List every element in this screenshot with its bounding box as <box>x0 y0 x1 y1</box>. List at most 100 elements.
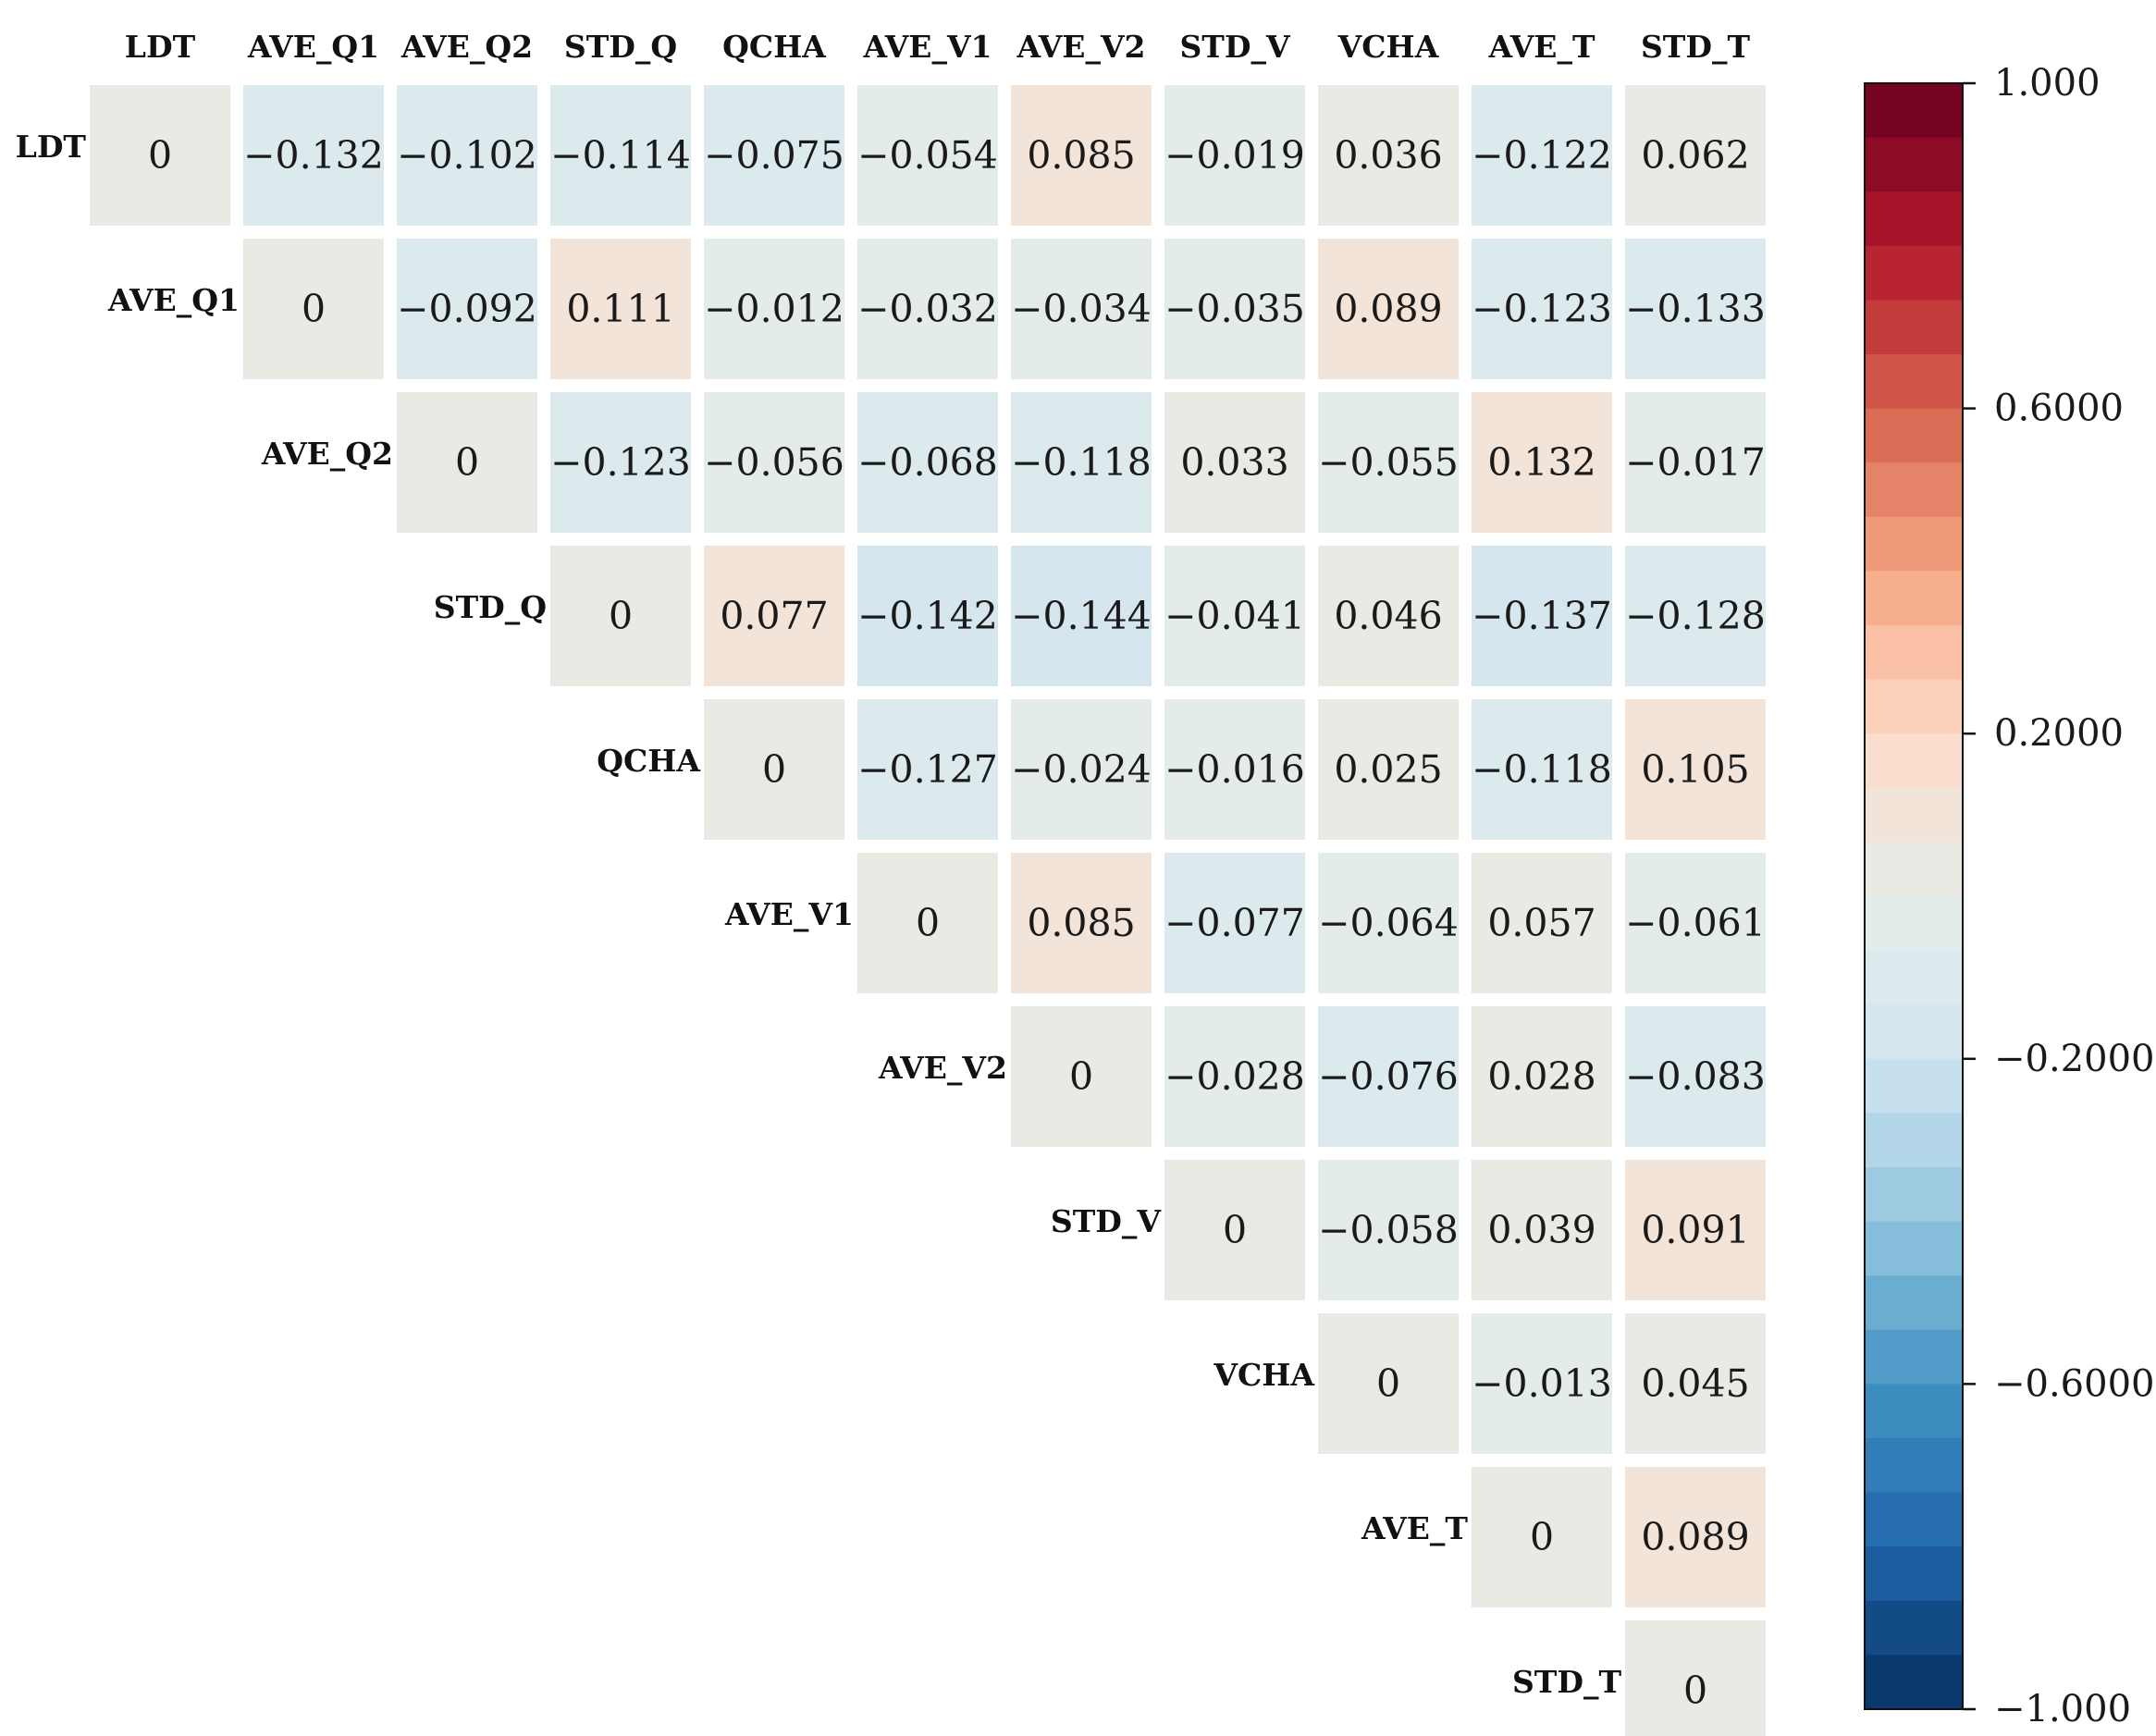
cell-rect <box>550 239 691 379</box>
cell-value-label: 0 <box>1223 1208 1247 1252</box>
cell-value-label: −0.013 <box>1472 1361 1612 1406</box>
cell-std-q-ave-t: −0.137 <box>1472 546 1612 686</box>
cell-rect <box>857 239 998 379</box>
cell-ldt-ave-t: −0.122 <box>1472 85 1612 226</box>
colorbar-segment <box>1865 625 1963 681</box>
colorbar-segment <box>1865 1329 1963 1385</box>
cell-value-label: 0.091 <box>1641 1208 1749 1252</box>
colorbar-segment <box>1865 1221 1963 1276</box>
cell-ave-v1-std-t: −0.061 <box>1625 853 1766 993</box>
row-label-ldt: LDT <box>16 129 87 165</box>
cell-ave-v2-ave-t: 0.028 <box>1472 1006 1612 1147</box>
cell-value-label: 0.039 <box>1487 1208 1595 1252</box>
cell-value-label: −0.118 <box>1011 440 1152 485</box>
cell-vcha-std-t: 0.045 <box>1625 1313 1766 1454</box>
colorbar-segment <box>1865 83 1963 139</box>
cell-rect <box>1164 392 1305 533</box>
cell-rect <box>1318 392 1459 533</box>
cell-rect <box>704 239 844 379</box>
column-label-ave-v1: AVE_V1 <box>862 29 992 65</box>
row-labels: LDT AVE_Q1 AVE_Q2 STD_Q QCHA AVE_V1 AVE_V2 STD_… <box>16 129 1622 1700</box>
cell-rect <box>704 699 844 840</box>
cell-rect <box>1472 853 1612 993</box>
cell-value-label: −0.137 <box>1472 594 1612 638</box>
cell-qcha-ave-v2: −0.024 <box>1011 699 1152 840</box>
cell-rect <box>1164 699 1305 840</box>
colorbar-segment <box>1865 571 1963 626</box>
cell-value-label: 0 <box>762 747 786 792</box>
cell-value-label: 0 <box>1069 1054 1093 1099</box>
colorbar-segment <box>1865 679 1963 734</box>
cell-rect <box>1625 392 1766 533</box>
cell-value-label: 0.046 <box>1334 594 1442 638</box>
cell-value-label: −0.041 <box>1164 594 1305 638</box>
column-label-ave-q1: AVE_Q1 <box>247 29 379 65</box>
cell-value-label: 0.057 <box>1487 901 1595 945</box>
column-label-std-v: STD_V <box>1179 29 1291 65</box>
colorbar-tick-label: 0.2000 <box>1994 712 2124 755</box>
cell-ave-q2-std-v: 0.033 <box>1164 392 1305 533</box>
cell-value-label: −0.061 <box>1625 901 1766 945</box>
cell-ave-v1-ave-v1: 0 <box>857 853 998 993</box>
colorbar-segment <box>1865 354 1963 410</box>
cell-ave-q1-ave-t: −0.123 <box>1472 239 1612 379</box>
cell-rect <box>1625 853 1766 993</box>
colorbar-segment <box>1865 516 1963 573</box>
cell-ldt-ave-q1: −0.132 <box>243 85 384 226</box>
cell-rect <box>1318 853 1459 993</box>
cell-rect <box>704 85 844 226</box>
cell-rect <box>1164 546 1305 686</box>
cell-rect <box>1472 1160 1612 1300</box>
cell-rect <box>243 239 384 379</box>
cell-value-label: −0.144 <box>1011 594 1152 638</box>
cell-rect <box>1164 1160 1305 1300</box>
row-label-ave-q2: AVE_Q2 <box>261 436 393 472</box>
cell-ldt-vcha: 0.036 <box>1318 85 1459 226</box>
cell-rect <box>1318 1313 1459 1454</box>
cell-std-v-std-t: 0.091 <box>1625 1160 1766 1300</box>
colorbar-segment <box>1865 1600 1963 1656</box>
cell-qcha-std-v: −0.016 <box>1164 699 1305 840</box>
cell-rect <box>857 853 998 993</box>
cell-ave-t-ave-t: 0 <box>1472 1467 1612 1607</box>
cell-rect <box>1318 239 1459 379</box>
cell-rect <box>1625 699 1766 840</box>
cell-rect <box>1472 1313 1612 1454</box>
column-label-ldt: LDT <box>125 29 196 65</box>
cell-rect <box>1011 546 1152 686</box>
colorbar-tick-label: 1.000 <box>1994 62 2101 105</box>
cell-ldt-ldt: 0 <box>90 85 230 226</box>
colorbar-segment <box>1865 1167 1963 1223</box>
cell-value-label: 0.111 <box>566 287 674 331</box>
cell-value-label: −0.118 <box>1472 747 1612 792</box>
cell-ldt-std-v: −0.019 <box>1164 85 1305 226</box>
cell-value-label: 0.085 <box>1027 901 1135 945</box>
cell-rect <box>1625 1160 1766 1300</box>
cell-value-label: −0.142 <box>857 594 998 638</box>
cell-value-label: −0.028 <box>1164 1054 1305 1099</box>
cell-value-label: 0.062 <box>1641 133 1749 178</box>
colorbar-segment <box>1865 1058 1963 1114</box>
cell-rect <box>397 85 537 226</box>
colorbar-tick-label: 0.6000 <box>1994 388 2124 430</box>
cell-rect <box>1164 239 1305 379</box>
colorbar-frame <box>1864 82 1964 1710</box>
cell-rect <box>1164 1006 1305 1147</box>
colorbar-segment <box>1865 950 1963 1005</box>
cell-value-label: −0.032 <box>857 287 998 331</box>
cell-ave-q2-std-t: −0.017 <box>1625 392 1766 533</box>
column-label-std-q: STD_Q <box>564 29 677 65</box>
cell-ave-q1-ave-q1: 0 <box>243 239 384 379</box>
column-label-vcha: VCHA <box>1337 29 1439 65</box>
colorbar: 1.000 0.6000 0.2000 −0.2000 −0.6000 −1.000 <box>1864 62 2154 1730</box>
colorbar-segment <box>1865 787 1963 843</box>
cell-value-label: −0.083 <box>1625 1054 1766 1099</box>
cell-ave-q1-std-t: −0.133 <box>1625 239 1766 379</box>
cell-value-label: −0.114 <box>550 133 691 178</box>
cell-ave-v1-ave-t: 0.057 <box>1472 853 1612 993</box>
colorbar-segment <box>1865 408 1963 463</box>
cell-value-label: 0.132 <box>1487 440 1595 485</box>
cell-rect <box>857 699 998 840</box>
cell-value-label: 0.085 <box>1027 133 1135 178</box>
cell-value-label: −0.055 <box>1318 440 1459 485</box>
